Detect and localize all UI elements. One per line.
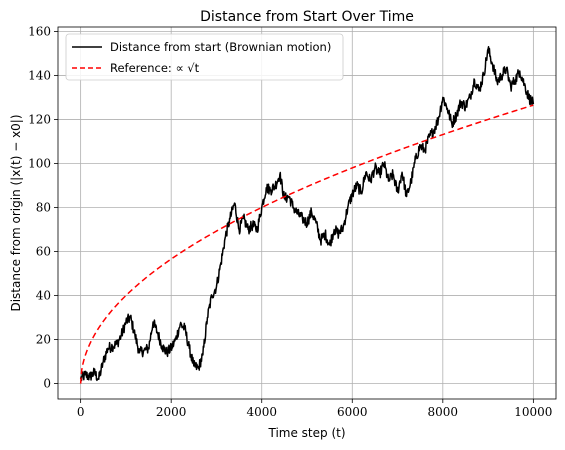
y-tick-label: 60: [36, 245, 51, 259]
series-line-reference: [79, 104, 534, 384]
x-tick-label: 10000: [514, 405, 552, 419]
x-tick-label: 0: [77, 405, 85, 419]
x-tick-label: 4000: [246, 405, 277, 419]
legend: Distance from start (Brownian motion) Re…: [65, 33, 344, 81]
tick-layer: 0 2000 4000 6000 8000 10000 0 20 40 60 80 100 120 140…: [28, 24, 552, 419]
plot-frame: [57, 26, 557, 400]
series-line-brownian: [79, 46, 535, 382]
x-tick-label: 8000: [428, 405, 459, 419]
x-axis-label: Time step (t): [267, 426, 345, 440]
y-tick-label: 140: [28, 68, 51, 82]
y-axis-label: Distance from origin (|x(t) − x0|): [9, 114, 23, 311]
y-tick-label: 40: [36, 289, 51, 303]
y-tick-label: 20: [36, 333, 51, 347]
y-tick-label: 120: [28, 112, 51, 126]
y-tick-label: 80: [36, 200, 51, 214]
x-tick-label: 6000: [337, 405, 368, 419]
y-tick-label: 160: [28, 24, 51, 38]
legend-label-reference: Reference: ∝ √t: [110, 61, 200, 75]
legend-label-brownian: Distance from start (Brownian motion): [110, 40, 331, 54]
legend-box: [65, 33, 344, 81]
y-tick-label: 100: [28, 156, 51, 170]
chart-title: Distance from Start Over Time: [200, 9, 414, 25]
x-tick-label: 2000: [156, 405, 187, 419]
y-tick-label: 0: [43, 377, 51, 391]
data-layer: [79, 46, 535, 384]
